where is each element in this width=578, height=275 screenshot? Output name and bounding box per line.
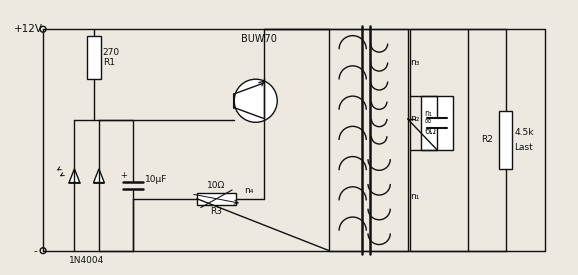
Bar (87, 36, 101, 79)
Text: +: + (120, 171, 127, 180)
Text: Last: Last (514, 143, 533, 152)
Text: 1N4004: 1N4004 (69, 256, 104, 265)
Text: 10μF: 10μF (145, 175, 168, 184)
Bar (421, 96, 453, 150)
Text: R1: R1 (103, 58, 115, 67)
Polygon shape (94, 169, 104, 183)
Bar (410, 29, 468, 251)
Text: BUW70: BUW70 (241, 34, 277, 44)
Text: 6Ω: 6Ω (424, 127, 436, 136)
Text: n₁: n₁ (424, 109, 432, 117)
Text: 10Ω: 10Ω (208, 182, 225, 191)
Circle shape (234, 79, 277, 122)
Text: +12V: +12V (14, 24, 43, 34)
Text: n₄: n₄ (244, 186, 253, 196)
Text: n₂: n₂ (410, 114, 420, 123)
Text: -: - (34, 246, 37, 256)
Polygon shape (69, 169, 80, 183)
Text: R3: R3 (210, 207, 223, 216)
Bar (499, 111, 512, 169)
Text: 4.5k: 4.5k (514, 128, 534, 137)
Bar (197, 193, 236, 205)
Text: n₃: n₃ (410, 58, 420, 67)
Text: n₁: n₁ (410, 192, 420, 201)
Text: 270: 270 (103, 48, 120, 57)
Text: R2: R2 (481, 136, 493, 144)
Text: ∞: ∞ (424, 116, 432, 126)
